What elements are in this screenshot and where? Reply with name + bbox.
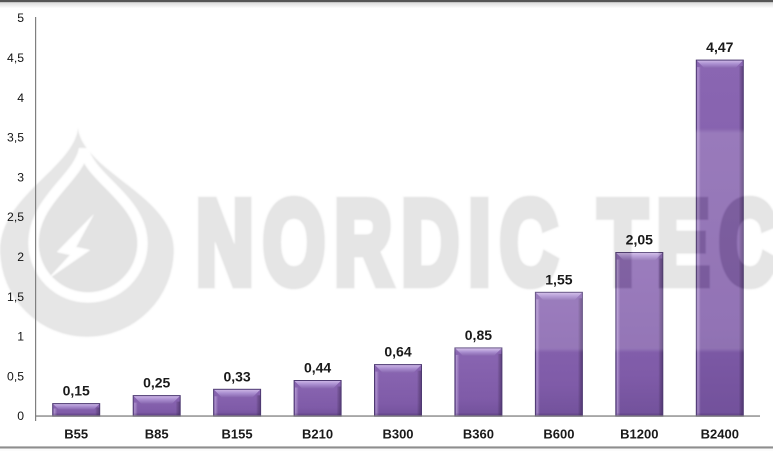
svg-text:4: 4 [17, 91, 24, 105]
svg-text:5: 5 [17, 11, 24, 25]
svg-text:0,15: 0,15 [63, 383, 90, 399]
svg-text:0,5: 0,5 [7, 369, 24, 383]
svg-text:2: 2 [17, 250, 24, 264]
svg-text:1,55: 1,55 [545, 271, 572, 287]
svg-text:B55: B55 [64, 426, 88, 441]
svg-text:B2400: B2400 [701, 426, 739, 441]
svg-text:3: 3 [17, 170, 24, 184]
svg-text:B600: B600 [543, 426, 574, 441]
svg-text:2,5: 2,5 [7, 210, 24, 224]
svg-text:0,33: 0,33 [223, 368, 250, 384]
svg-text:B300: B300 [382, 426, 413, 441]
svg-text:0,25: 0,25 [143, 375, 170, 391]
svg-text:0,85: 0,85 [465, 327, 492, 343]
svg-text:B155: B155 [222, 426, 253, 441]
svg-text:B360: B360 [463, 426, 494, 441]
svg-text:B210: B210 [302, 426, 333, 441]
svg-text:4,5: 4,5 [7, 51, 24, 65]
svg-text:NORDIC TEC: NORDIC TEC [196, 177, 773, 310]
svg-text:1,5: 1,5 [7, 290, 24, 304]
svg-text:1: 1 [17, 330, 24, 344]
svg-text:B85: B85 [145, 426, 169, 441]
svg-text:0: 0 [17, 409, 24, 423]
svg-text:3,5: 3,5 [7, 131, 24, 145]
svg-text:0,44: 0,44 [304, 360, 331, 376]
svg-text:4,47: 4,47 [706, 39, 733, 55]
svg-text:B1200: B1200 [620, 426, 658, 441]
svg-text:0,64: 0,64 [384, 344, 411, 360]
svg-text:2,05: 2,05 [626, 232, 653, 248]
